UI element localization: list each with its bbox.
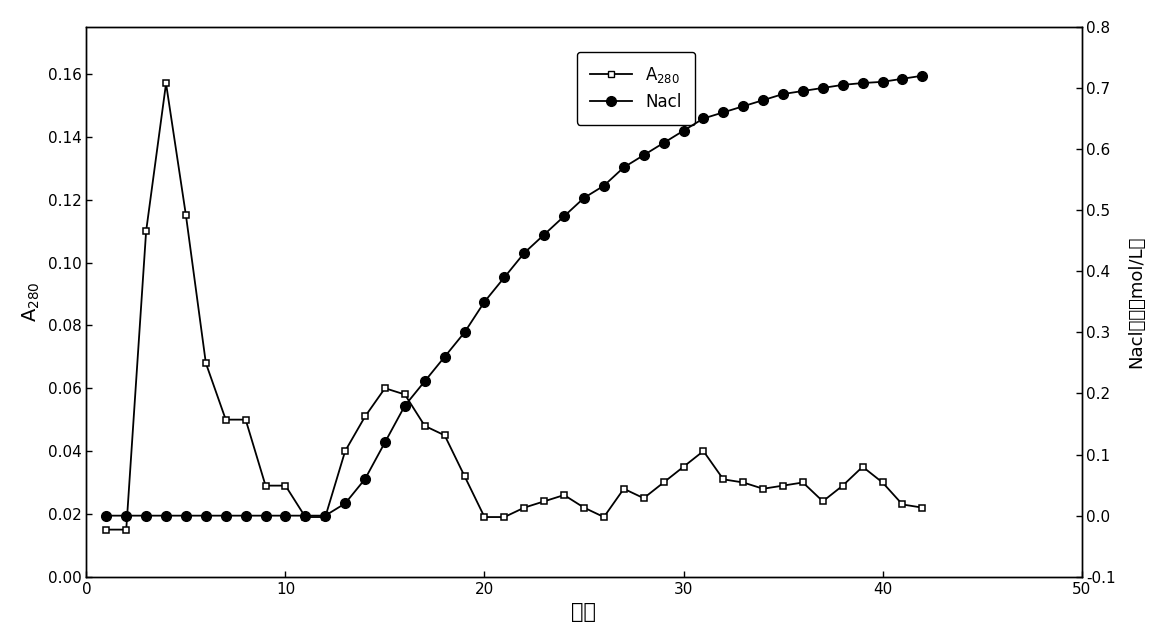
Nacl bbox=[756, 96, 770, 104]
A$_{280}$ bbox=[417, 422, 431, 430]
Nacl bbox=[478, 298, 492, 305]
Nacl bbox=[417, 377, 431, 385]
A$_{280}$ bbox=[119, 526, 133, 534]
A$_{280}$ bbox=[457, 473, 471, 480]
Nacl bbox=[199, 512, 213, 520]
A$_{280}$ bbox=[298, 513, 312, 521]
Y-axis label: A$_{280}$: A$_{280}$ bbox=[21, 282, 42, 322]
A$_{280}$ bbox=[99, 526, 113, 534]
Nacl bbox=[398, 402, 412, 410]
A$_{280}$ bbox=[318, 513, 332, 521]
A$_{280}$ bbox=[876, 478, 890, 486]
Nacl bbox=[437, 353, 451, 361]
Nacl bbox=[239, 512, 253, 520]
A$_{280}$ bbox=[656, 478, 670, 486]
A$_{280}$ bbox=[518, 503, 532, 511]
A$_{280}$ bbox=[696, 447, 710, 455]
A$_{280}$ bbox=[637, 494, 651, 502]
A$_{280}$ bbox=[259, 482, 273, 489]
Nacl bbox=[676, 127, 690, 134]
Nacl bbox=[457, 329, 471, 336]
A$_{280}$ bbox=[617, 485, 631, 493]
A$_{280}$ bbox=[756, 485, 770, 493]
Nacl bbox=[318, 512, 332, 520]
Nacl bbox=[358, 475, 372, 483]
Line: Nacl: Nacl bbox=[101, 71, 927, 521]
A$_{280}$ bbox=[597, 513, 611, 521]
Nacl bbox=[696, 114, 710, 122]
Nacl bbox=[99, 512, 113, 520]
Nacl bbox=[178, 512, 192, 520]
A$_{280}$ bbox=[199, 359, 213, 367]
A$_{280}$ bbox=[796, 478, 810, 486]
Nacl bbox=[298, 512, 312, 520]
A$_{280}$ bbox=[676, 463, 690, 471]
A$_{280}$ bbox=[736, 478, 750, 486]
A$_{280}$ bbox=[716, 475, 730, 483]
A$_{280}$ bbox=[777, 482, 791, 489]
Nacl bbox=[617, 163, 631, 171]
A$_{280}$ bbox=[915, 503, 929, 511]
A$_{280}$ bbox=[856, 463, 870, 471]
A$_{280}$ bbox=[437, 431, 451, 439]
Nacl bbox=[836, 81, 850, 89]
Nacl bbox=[338, 500, 352, 507]
Nacl bbox=[577, 194, 591, 202]
Nacl bbox=[736, 102, 750, 110]
Nacl bbox=[656, 139, 670, 147]
Nacl bbox=[139, 512, 153, 520]
X-axis label: 管号: 管号 bbox=[571, 602, 597, 622]
Nacl bbox=[876, 78, 890, 86]
A$_{280}$ bbox=[338, 447, 352, 455]
Line: A$_{280}$: A$_{280}$ bbox=[103, 80, 926, 533]
Legend: A$_{280}$, Nacl: A$_{280}$, Nacl bbox=[577, 51, 695, 125]
Nacl bbox=[856, 79, 870, 87]
A$_{280}$ bbox=[139, 227, 153, 235]
A$_{280}$ bbox=[895, 501, 909, 509]
Nacl bbox=[716, 109, 730, 116]
A$_{280}$ bbox=[498, 513, 512, 521]
A$_{280}$ bbox=[279, 482, 293, 489]
Nacl bbox=[159, 512, 173, 520]
A$_{280}$ bbox=[358, 413, 372, 421]
A$_{280}$ bbox=[836, 482, 850, 489]
A$_{280}$ bbox=[178, 212, 192, 219]
Nacl bbox=[538, 231, 552, 239]
Nacl bbox=[119, 512, 133, 520]
Nacl bbox=[557, 212, 571, 220]
Nacl bbox=[279, 512, 293, 520]
Y-axis label: Nacl浓度（mol/L）: Nacl浓度（mol/L） bbox=[1128, 235, 1145, 368]
Nacl bbox=[915, 72, 929, 80]
A$_{280}$ bbox=[159, 80, 173, 87]
A$_{280}$ bbox=[577, 503, 591, 511]
A$_{280}$ bbox=[219, 416, 233, 424]
A$_{280}$ bbox=[478, 513, 492, 521]
Nacl bbox=[518, 249, 532, 257]
Nacl bbox=[777, 90, 791, 98]
Nacl bbox=[637, 151, 651, 159]
Nacl bbox=[895, 75, 909, 83]
Nacl bbox=[796, 87, 810, 95]
Nacl bbox=[597, 182, 611, 190]
A$_{280}$ bbox=[816, 498, 830, 505]
A$_{280}$ bbox=[538, 498, 552, 505]
A$_{280}$ bbox=[557, 491, 571, 499]
Nacl bbox=[259, 512, 273, 520]
Nacl bbox=[498, 273, 512, 281]
A$_{280}$ bbox=[398, 391, 412, 399]
Nacl bbox=[378, 439, 392, 446]
A$_{280}$ bbox=[239, 416, 253, 424]
Nacl bbox=[816, 84, 830, 92]
A$_{280}$ bbox=[378, 385, 392, 392]
Nacl bbox=[219, 512, 233, 520]
